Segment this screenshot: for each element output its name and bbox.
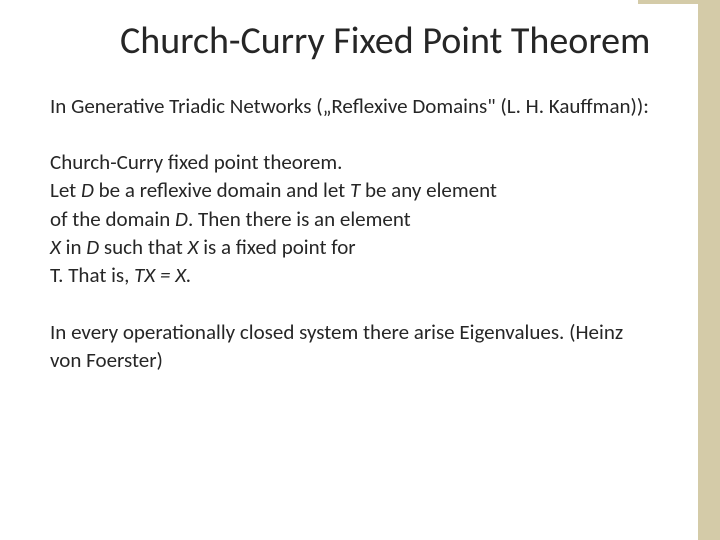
closing-paragraph: In every operationally closed system the…: [50, 318, 658, 375]
intro-paragraph: In Generative Triadic Networks („Reflexi…: [50, 92, 658, 120]
var-D: D: [81, 177, 94, 203]
text-fragment: is a fixed point for: [198, 234, 355, 260]
var-T: T: [350, 177, 360, 203]
theorem-line-2: Let D be a reflexive domain and let T be…: [50, 176, 658, 204]
slide-content: Church-Curry Fixed Point Theorem In Gene…: [0, 0, 698, 540]
var-D: D: [175, 206, 188, 232]
equation: TX = X.: [134, 262, 191, 288]
theorem-block: Church-Curry fixed point theorem. Let D …: [50, 148, 658, 290]
theorem-line-4: X in D such that X is a fixed point for: [50, 233, 658, 261]
accent-sidebar: [698, 0, 720, 540]
theorem-line-3: of the domain D. Then there is an elemen…: [50, 205, 658, 233]
text-fragment: . Then there is an element: [188, 206, 411, 232]
theorem-line-5: T. That is, TX = X.: [50, 261, 658, 289]
text-fragment: Let: [50, 177, 81, 203]
text-fragment: in: [61, 234, 86, 260]
text-fragment: be a reflexive domain and let: [94, 177, 350, 203]
var-D: D: [86, 234, 99, 260]
var-X: X: [50, 234, 61, 260]
text-fragment: T. That is,: [50, 262, 134, 288]
text-fragment: of the domain: [50, 206, 175, 232]
text-fragment: be any element: [360, 177, 497, 203]
var-X: X: [188, 234, 199, 260]
slide-title: Church-Curry Fixed Point Theorem: [120, 20, 658, 64]
text-fragment: such that: [99, 234, 187, 260]
theorem-line-1: Church-Curry fixed point theorem.: [50, 148, 658, 176]
